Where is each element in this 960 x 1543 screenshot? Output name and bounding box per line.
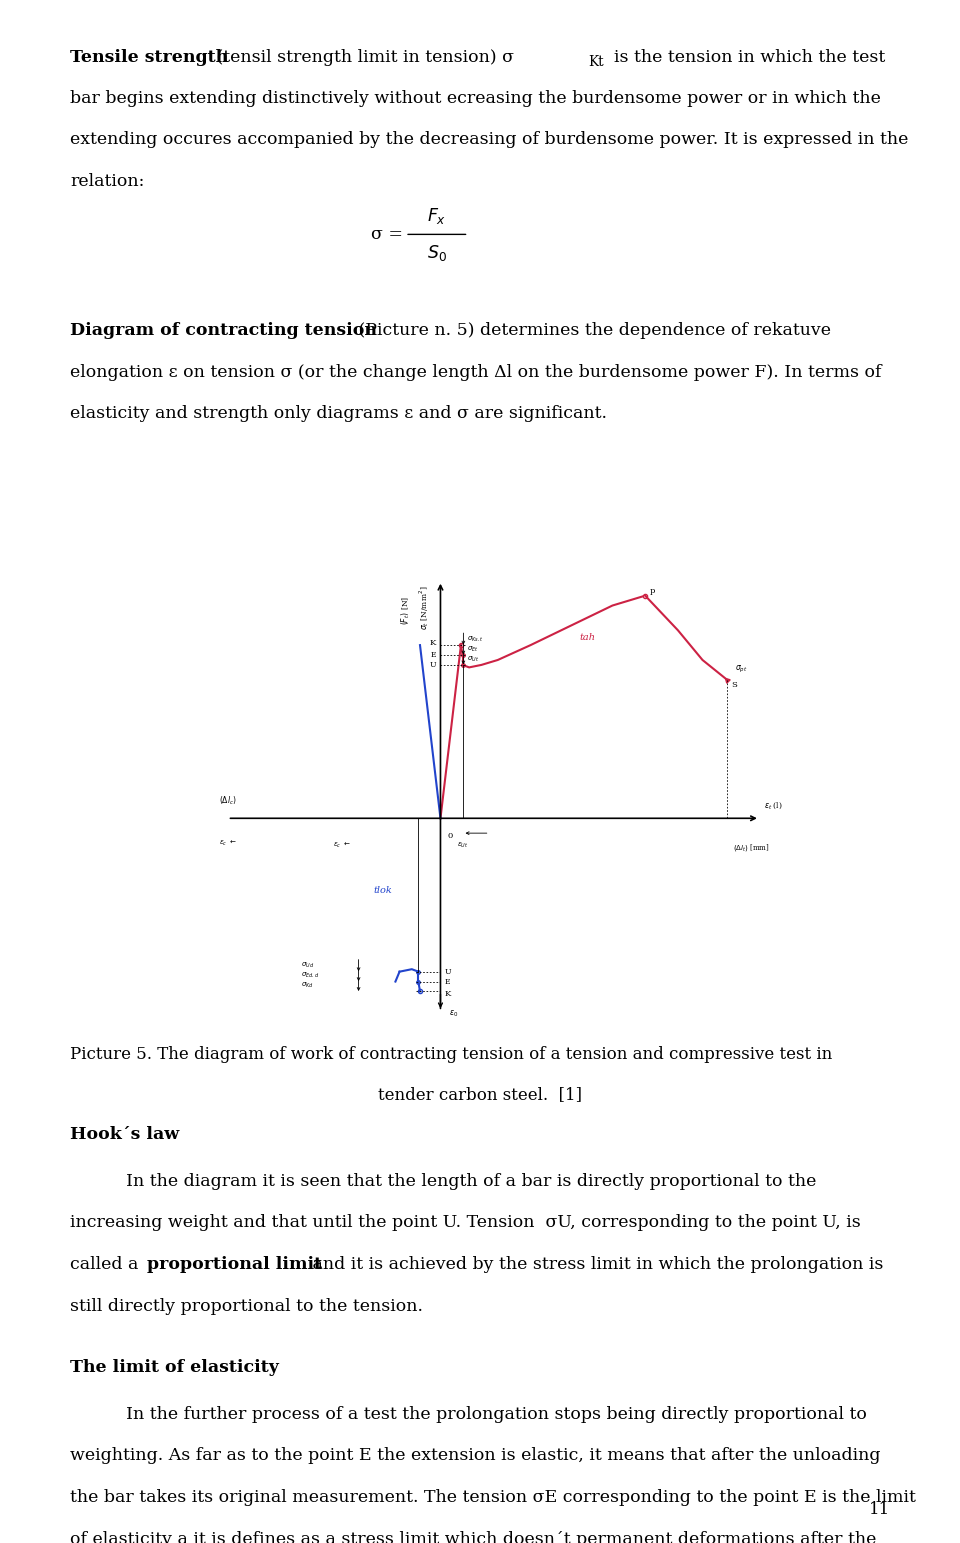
Text: tender carbon steel.  [1]: tender carbon steel. [1] bbox=[378, 1086, 582, 1103]
Text: Kt: Kt bbox=[588, 54, 604, 69]
Text: $\sigma_{Ut}$: $\sigma_{Ut}$ bbox=[467, 654, 479, 663]
Text: Tensile strength: Tensile strength bbox=[70, 48, 228, 66]
Text: $\epsilon_{Ut}$: $\epsilon_{Ut}$ bbox=[457, 841, 468, 850]
Text: of elasticity a it is defines as a stress limit which doesn´t permanent deformat: of elasticity a it is defines as a stres… bbox=[70, 1531, 876, 1543]
Text: $S_0$: $S_0$ bbox=[427, 242, 446, 262]
Text: the bar takes its original measurement. The tension σE corresponding to the poin: the bar takes its original measurement. … bbox=[70, 1489, 916, 1506]
Text: U: U bbox=[430, 660, 437, 670]
Text: $\sigma_{Ed.d}$: $\sigma_{Ed.d}$ bbox=[301, 971, 320, 980]
Text: $\epsilon_t$ (l): $\epsilon_t$ (l) bbox=[764, 801, 782, 812]
Text: In the diagram it is seen that the length of a bar is directly proportional to t: In the diagram it is seen that the lengt… bbox=[126, 1173, 816, 1190]
Text: $\sigma_{Et}$: $\sigma_{Et}$ bbox=[467, 645, 478, 654]
Text: E: E bbox=[431, 651, 437, 659]
Text: called a: called a bbox=[70, 1256, 144, 1273]
Text: still directly proportional to the tension.: still directly proportional to the tensi… bbox=[70, 1298, 423, 1315]
Text: 0: 0 bbox=[447, 832, 453, 839]
Text: elasticity and strength only diagrams ε and σ are significant.: elasticity and strength only diagrams ε … bbox=[70, 406, 607, 423]
Text: extending occures accompanied by the decreasing of burdensome power. It is expre: extending occures accompanied by the dec… bbox=[70, 131, 908, 148]
Text: $\sigma_{Kd}$: $\sigma_{Kd}$ bbox=[301, 981, 314, 991]
Text: weighting. As far as to the point E the extension is elastic, it means that afte: weighting. As far as to the point E the … bbox=[70, 1447, 880, 1464]
Text: $(\Delta l_c)$: $(\Delta l_c)$ bbox=[220, 795, 237, 807]
Text: $\epsilon_c$ $\leftarrow$: $\epsilon_c$ $\leftarrow$ bbox=[333, 841, 351, 850]
Text: tah: tah bbox=[580, 633, 596, 642]
Text: (tensil strength limit in tension) σ: (tensil strength limit in tension) σ bbox=[210, 48, 514, 66]
Text: p: p bbox=[649, 586, 655, 594]
Text: K: K bbox=[444, 991, 451, 998]
Text: Diagram of contracting tension: Diagram of contracting tension bbox=[70, 322, 377, 339]
Text: (Picture n. 5) determines the dependence of rekatuve: (Picture n. 5) determines the dependence… bbox=[353, 322, 830, 339]
Text: $(\Delta l_t)$ [mm]: $(\Delta l_t)$ [mm] bbox=[733, 842, 770, 853]
Text: Hook´s law: Hook´s law bbox=[70, 1126, 180, 1143]
Text: $\epsilon_0$: $\epsilon_0$ bbox=[448, 1009, 458, 1018]
Text: $\sigma_{Ks.t}$: $\sigma_{Ks.t}$ bbox=[467, 634, 484, 643]
Text: σ =: σ = bbox=[372, 225, 403, 242]
Text: $(F_t)$ [N]: $(F_t)$ [N] bbox=[399, 596, 412, 625]
Text: $\sigma_{Ud}$: $\sigma_{Ud}$ bbox=[301, 961, 315, 971]
Text: K: K bbox=[430, 639, 437, 647]
Text: S: S bbox=[732, 680, 737, 688]
Text: relation:: relation: bbox=[70, 173, 144, 190]
Text: Picture 5. The diagram of work of contracting tension of a tension and compressi: Picture 5. The diagram of work of contra… bbox=[70, 1046, 832, 1063]
Text: $\sigma_{pt}$: $\sigma_{pt}$ bbox=[735, 665, 748, 676]
Text: U: U bbox=[444, 967, 451, 975]
Text: In the further process of a test the prolongation stops being directly proportio: In the further process of a test the pro… bbox=[126, 1406, 867, 1423]
Text: $\sigma_t$ [N/mm$^2$]: $\sigma_t$ [N/mm$^2$] bbox=[417, 586, 431, 630]
Text: E: E bbox=[444, 978, 450, 986]
Text: tlok: tlok bbox=[373, 886, 393, 895]
Text: $F_x$: $F_x$ bbox=[427, 205, 446, 225]
Text: and it is achieved by the stress limit in which the prolongation is: and it is achieved by the stress limit i… bbox=[307, 1256, 883, 1273]
Text: elongation ε on tension σ (or the change length Δl on the burdensome power F). I: elongation ε on tension σ (or the change… bbox=[70, 364, 881, 381]
Text: 11: 11 bbox=[869, 1501, 890, 1518]
Text: is the tension in which the test: is the tension in which the test bbox=[603, 48, 886, 66]
Text: proportional limit: proportional limit bbox=[147, 1256, 322, 1273]
Text: $\epsilon_c$ $\leftarrow$: $\epsilon_c$ $\leftarrow$ bbox=[220, 838, 237, 847]
Text: bar begins extending distinctively without ecreasing the burdensome power or in : bar begins extending distinctively witho… bbox=[70, 89, 881, 106]
Text: increasing weight and that until the point U. Tension  σU, corresponding to the : increasing weight and that until the poi… bbox=[70, 1214, 861, 1231]
Text: The limit of elasticity: The limit of elasticity bbox=[70, 1359, 279, 1376]
